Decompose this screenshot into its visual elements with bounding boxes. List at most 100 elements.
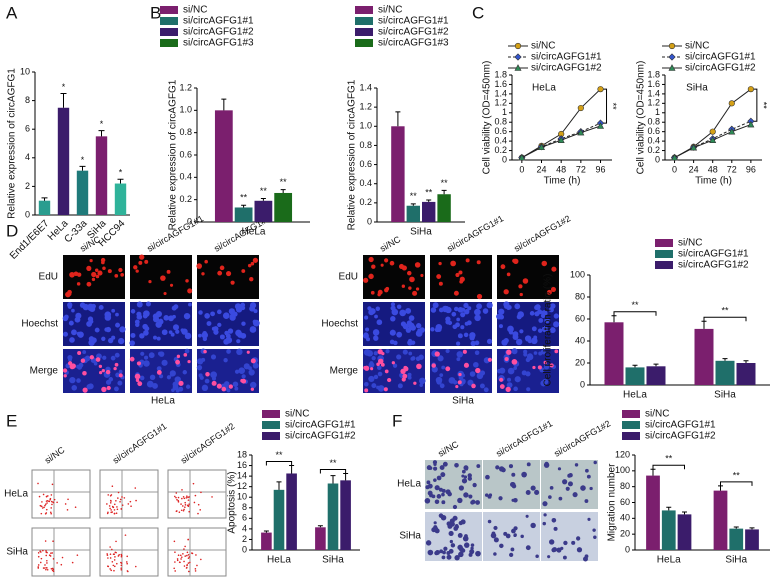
flow-dot <box>113 559 116 561</box>
legend-swatch <box>262 421 280 429</box>
image-dot <box>137 381 143 387</box>
image-dot <box>585 468 589 473</box>
y-tick-label: 40 <box>620 513 630 523</box>
error-bar <box>632 364 638 368</box>
legend-label: si/circAGFG1#2 <box>378 27 449 38</box>
image-dot <box>98 305 104 310</box>
image-dot <box>69 271 75 278</box>
x-tick-label: 96 <box>596 164 606 174</box>
flow-dot <box>184 504 187 506</box>
image-dot <box>185 384 191 389</box>
legend-label: si/circAGFG1#1 <box>645 420 716 431</box>
image-dot <box>234 369 240 374</box>
significance-label: ** <box>329 458 337 468</box>
flow-dot <box>50 500 53 503</box>
image-dot <box>571 540 576 545</box>
data-point <box>518 153 526 161</box>
image-dot <box>456 351 463 358</box>
significance-bracket <box>613 311 657 316</box>
legend-marker <box>668 64 676 71</box>
legend-label: si/circAGFG1#2 <box>531 63 602 74</box>
image-dot <box>521 370 527 376</box>
image-dot <box>396 354 402 360</box>
image-dot <box>511 348 518 355</box>
image-dot <box>473 361 479 368</box>
bar <box>274 192 293 222</box>
bar <box>286 473 297 550</box>
series-line <box>521 122 601 159</box>
data-point <box>671 153 679 161</box>
column-header: si/circAGFG1#1 <box>494 418 554 458</box>
image-dot <box>439 383 445 389</box>
flow-dot <box>118 554 120 556</box>
image-dot <box>113 366 117 371</box>
error-bar <box>682 511 687 515</box>
image-dot <box>101 368 105 373</box>
bar <box>713 490 728 550</box>
flow-dot <box>183 565 186 567</box>
image-dot <box>249 326 257 333</box>
image-dot <box>507 377 512 382</box>
y-tick-label: 0.6 <box>647 126 660 136</box>
image-dot <box>400 321 407 327</box>
image-dot <box>520 534 524 539</box>
flow-dot <box>45 568 47 571</box>
image-dot <box>499 384 505 389</box>
y-tick-label: 0.4 <box>647 135 660 145</box>
image-dot <box>454 524 459 530</box>
flow-dot <box>117 497 119 499</box>
flow-dot <box>176 558 179 560</box>
image-dot <box>535 554 539 559</box>
significance-label: ** <box>280 177 288 187</box>
significance-label: * <box>62 82 66 92</box>
image-dot <box>549 303 556 309</box>
image-dot <box>380 263 384 267</box>
image-dot <box>538 318 544 323</box>
image-dot <box>458 375 464 381</box>
column-header: si/circAGFG1#2 <box>179 421 237 466</box>
image-dot <box>427 490 433 496</box>
image-dot <box>525 514 529 518</box>
flow-dot <box>174 551 176 553</box>
flow-dot <box>48 500 50 503</box>
flow-dot <box>56 501 58 504</box>
y-tick-label: 4 <box>25 152 30 162</box>
image-dot <box>455 272 460 278</box>
image-dot <box>487 357 492 362</box>
flow-dot <box>40 505 43 508</box>
series-line <box>521 88 601 159</box>
image-dot <box>144 259 149 264</box>
image-dot <box>77 351 82 356</box>
image-dot <box>199 375 204 380</box>
y-tick-label: 1.2 <box>494 98 507 108</box>
image-dot <box>452 504 458 510</box>
image-dot <box>557 467 562 471</box>
image-dot <box>458 270 463 275</box>
image-dot <box>118 337 125 345</box>
image-dot <box>401 284 406 288</box>
image-dot <box>467 306 472 311</box>
bar <box>114 183 127 215</box>
image-dot <box>223 358 228 363</box>
flow-dot <box>120 564 123 567</box>
image-dot <box>169 283 174 287</box>
flow-dot <box>177 501 180 503</box>
image-dot <box>408 322 415 330</box>
row-label: EdU <box>39 272 58 283</box>
image-dot <box>435 550 440 555</box>
image-dot <box>136 301 143 308</box>
image-dot <box>95 274 100 279</box>
image-dot <box>580 485 586 491</box>
image-dot <box>385 349 390 354</box>
flow-dot <box>106 554 109 556</box>
image-dot <box>250 358 256 364</box>
flow-dot <box>113 509 116 511</box>
x-tick-label: 0 <box>672 164 677 174</box>
image-dot <box>593 460 597 465</box>
image-dot <box>440 515 447 521</box>
flow-dot <box>179 554 182 557</box>
legend-label: si/NC <box>678 238 702 249</box>
image-dot <box>542 501 548 507</box>
flow-dot <box>45 567 47 569</box>
image-dot <box>216 383 222 389</box>
